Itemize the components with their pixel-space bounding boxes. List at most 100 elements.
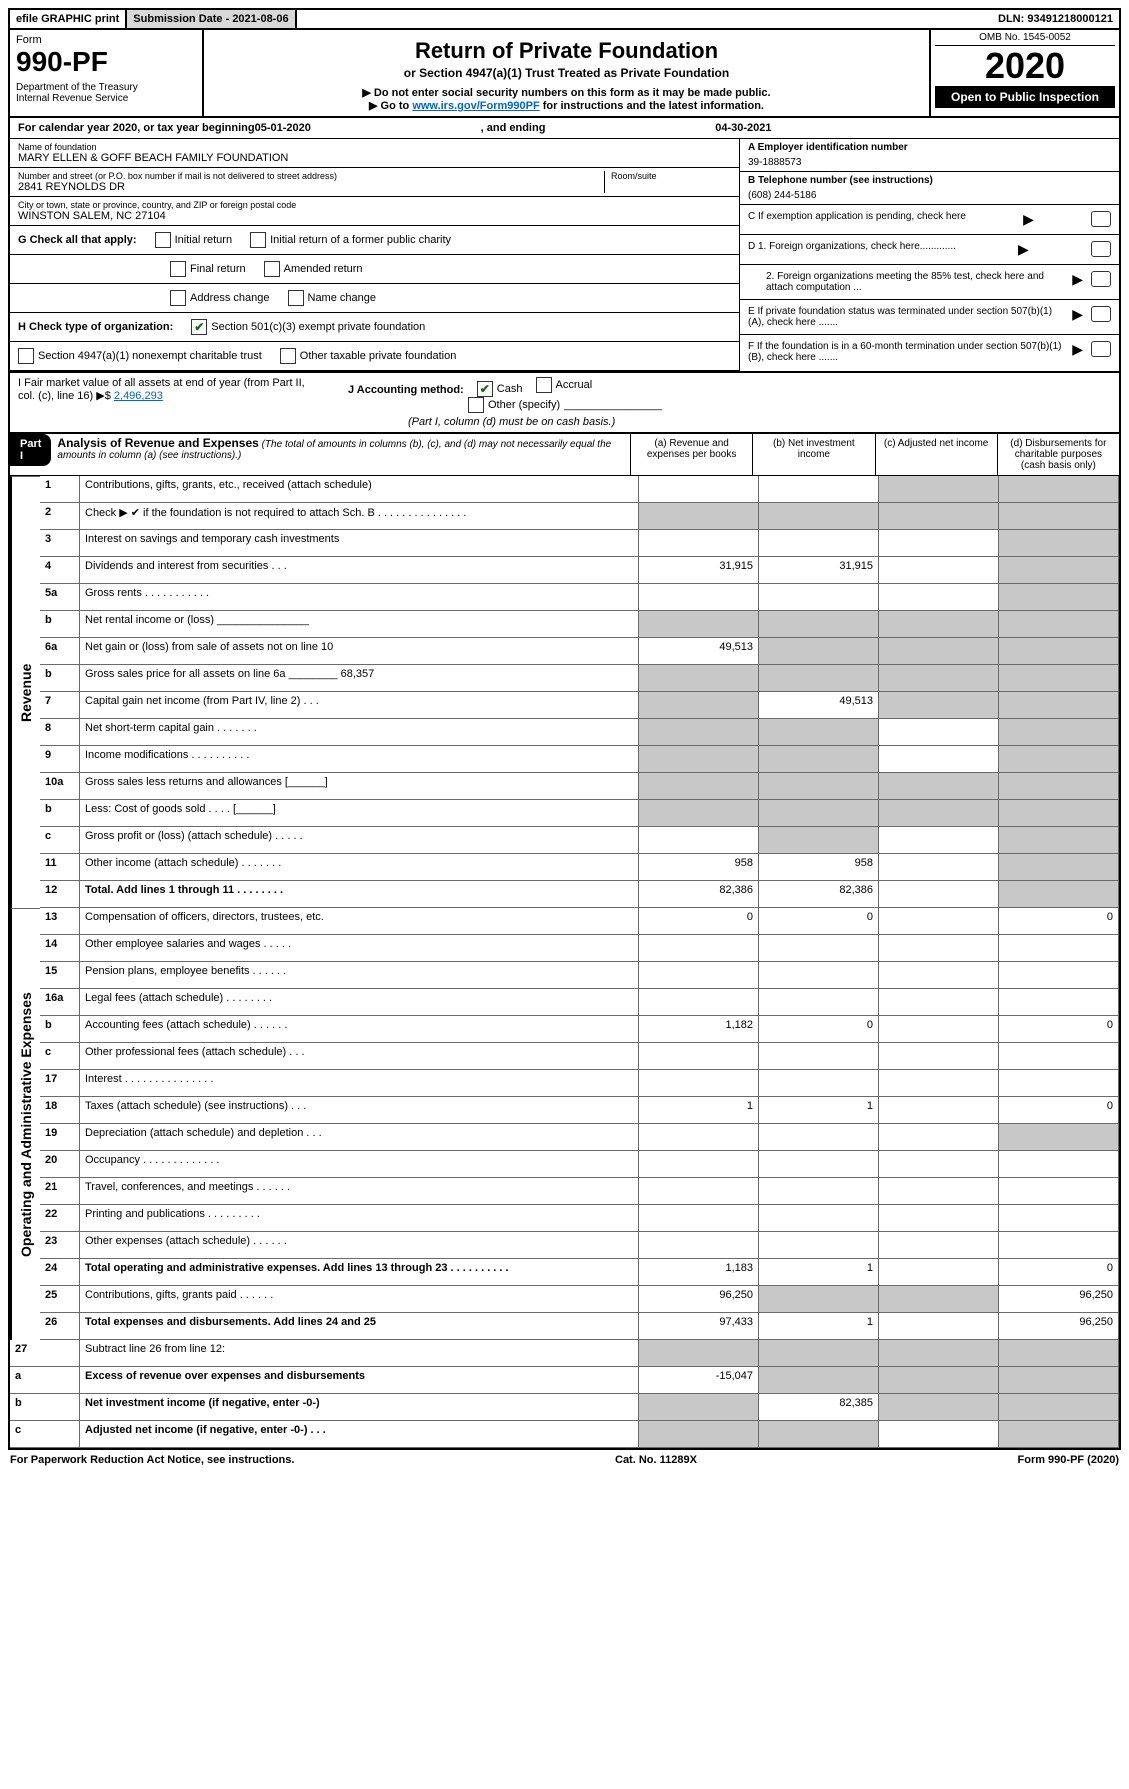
amount-cell [999,584,1119,611]
amount-cell [879,962,999,989]
arrow-icon: ▶ [1072,341,1083,358]
cb-other-tax[interactable]: Other taxable private foundation [280,348,457,364]
line-number: 12 [40,881,80,908]
amount-cell: 1,182 [639,1016,759,1043]
form-label: Form [16,34,196,46]
amount-cell [639,800,759,827]
amount-cell [759,611,879,638]
amount-cell [639,665,759,692]
g-label: G Check all that apply: [18,234,137,246]
amount-cell [879,557,999,584]
line-number: 7 [40,692,80,719]
amount-cell [999,503,1119,530]
entity-left: Name of foundation MARY ELLEN & GOFF BEA… [10,139,739,371]
line-description: Other income (attach schedule) . . . . .… [80,854,639,881]
cb-cash[interactable]: ✔Cash [477,381,523,397]
amount-cell [999,530,1119,557]
h-label: H Check type of organization: [18,321,173,333]
line-description: Capital gain net income (from Part IV, l… [80,692,639,719]
checkbox-d1[interactable] [1091,241,1111,257]
amount-cell [879,1124,999,1151]
cb-initial[interactable]: Initial return [155,232,232,248]
cb-501c3[interactable]: ✔Section 501(c)(3) exempt private founda… [191,319,425,335]
check-row-g2: Final return Amended return [10,255,739,284]
line-number: 17 [40,1070,80,1097]
amount-cell [999,1232,1119,1259]
warn2-prefix: ▶ Go to [369,100,412,112]
cb-accrual[interactable]: Accrual [536,377,593,393]
amount-cell [879,1286,999,1313]
part1-title: Analysis of Revenue and Expenses [57,436,258,450]
fmv-value[interactable]: 2,496,293 [114,390,163,402]
amount-cell [879,665,999,692]
amount-cell [639,611,759,638]
amount-cell: 0 [759,908,879,935]
amount-cell [759,773,879,800]
cb-initial-label: Initial return [175,234,232,246]
omb-number: OMB No. 1545-0052 [935,32,1115,46]
j-note: (Part I, column (d) must be on cash basi… [408,416,615,428]
line-description: Check ▶ ✔ if the foundation is not requi… [80,503,639,530]
amount-cell: 96,250 [999,1313,1119,1340]
amount-cell [759,1232,879,1259]
irs-link[interactable]: www.irs.gov/Form990PF [412,100,539,112]
checkbox-d2[interactable] [1091,271,1111,287]
top-bar: efile GRAPHIC print Submission Date - 20… [10,10,1119,30]
amount-cell [879,881,999,908]
cb-name-change[interactable]: Name change [288,290,377,306]
line-number: 19 [40,1124,80,1151]
amount-cell [999,935,1119,962]
checkbox-e[interactable] [1091,306,1111,322]
cb-address[interactable]: Address change [170,290,270,306]
line-description: Pension plans, employee benefits . . . .… [80,962,639,989]
cb-501c3-label: Section 501(c)(3) exempt private foundat… [211,321,425,333]
form-subtitle: or Section 4947(a)(1) Trust Treated as P… [210,66,923,80]
cb-amended[interactable]: Amended return [264,261,363,277]
open-public-label: Open to Public Inspection [935,86,1115,108]
entity-right: A Employer identification number 39-1888… [739,139,1119,371]
amount-cell [759,584,879,611]
ein-value: 39-1888573 [748,153,1111,168]
cb-other-method[interactable]: Other (specify) ________________ [468,397,662,413]
header-right: OMB No. 1545-0052 2020 Open to Public In… [929,30,1119,116]
amount-cell: 31,915 [759,557,879,584]
dept-label: Department of the Treasury [16,82,196,93]
amount-cell [879,854,999,881]
amount-cell [999,1070,1119,1097]
item-e-text: E If private foundation status was termi… [748,306,1064,328]
line-number: 11 [40,854,80,881]
amount-cell [879,1178,999,1205]
amount-cell [879,530,999,557]
line-number: 23 [40,1232,80,1259]
header-row: Form 990-PF Department of the Treasury I… [10,30,1119,118]
amount-cell [999,746,1119,773]
cb-amended-label: Amended return [284,263,363,275]
cb-accrual-label: Accrual [556,379,593,391]
amount-cell [879,611,999,638]
line-description: Compensation of officers, directors, tru… [80,908,639,935]
warn2-suffix: for instructions and the latest informat… [540,100,764,112]
cb-initial-former[interactable]: Initial return of a former public charit… [250,232,451,248]
checkbox-f[interactable] [1091,341,1111,357]
amount-cell [759,665,879,692]
amount-cell [759,638,879,665]
street-label: Number and street (or P.O. box number if… [18,171,604,181]
submission-date: Submission Date - 2021-08-06 [127,10,296,28]
cb-4947[interactable]: Section 4947(a)(1) nonexempt charitable … [18,348,262,364]
city-label: City or town, state or province, country… [18,200,731,210]
checkbox-c[interactable] [1091,211,1111,227]
amount-cell [999,800,1119,827]
part1-title-block: Part I Analysis of Revenue and Expenses … [10,434,630,475]
part1-desc: Analysis of Revenue and Expenses (The to… [51,434,630,463]
amount-cell [759,1043,879,1070]
line-number: 9 [40,746,80,773]
amount-cell: 958 [759,854,879,881]
amount-cell [759,827,879,854]
cal-end: 04-30-2021 [715,122,771,134]
amount-cell [999,962,1119,989]
amount-cell [999,638,1119,665]
cb-final[interactable]: Final return [170,261,246,277]
arrow-icon: ▶ [1072,306,1083,323]
cb-other-label: Other (specify) [488,399,560,411]
footer-left: For Paperwork Reduction Act Notice, see … [10,1454,294,1466]
